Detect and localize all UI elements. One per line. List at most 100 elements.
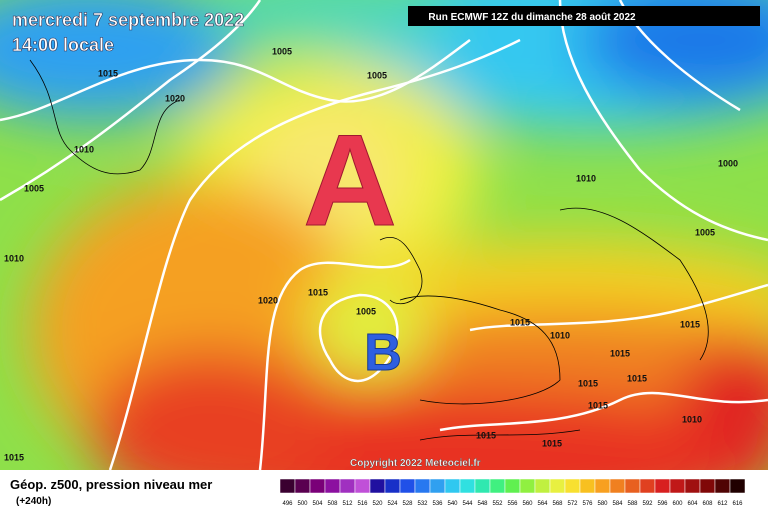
color-swatch: [414, 478, 431, 494]
level-label: 564: [537, 501, 548, 507]
color-swatch: [609, 478, 626, 494]
isobar-label: 1010: [74, 144, 94, 154]
isobar-label: 1015: [308, 287, 328, 297]
level-label: 612: [717, 501, 728, 507]
isobar-label: 1020: [258, 295, 278, 305]
isobar-label: 1015: [588, 400, 608, 410]
isobar-label: 1015: [476, 430, 496, 440]
color-swatch: [309, 478, 326, 494]
color-swatch: [429, 478, 446, 494]
run-box: [408, 6, 760, 26]
level-label: 592: [642, 501, 653, 507]
isobar-label: 1005: [24, 183, 44, 193]
color-swatch: [654, 478, 671, 494]
level-label: 528: [402, 501, 413, 507]
isobar-label: 1015: [98, 68, 118, 78]
level-label: 604: [687, 501, 698, 507]
color-swatch: [519, 478, 536, 494]
level-label: 556: [507, 501, 518, 507]
isobar-label: 1010: [550, 330, 570, 340]
isobar-label: 1010: [576, 173, 596, 183]
color-swatch: [474, 478, 491, 494]
color-swatch: [369, 478, 386, 494]
color-swatch: [384, 478, 401, 494]
level-label: 540: [447, 501, 458, 507]
color-swatch: [489, 478, 506, 494]
level-label: 616: [732, 501, 743, 507]
color-swatch: [399, 478, 416, 494]
level-label: 532: [417, 501, 428, 507]
isobar-label: 1015: [542, 438, 562, 448]
level-label: 608: [702, 501, 713, 507]
isobar-label: 1015: [627, 373, 647, 383]
isobar-label: 1005: [272, 46, 292, 56]
isobar-label: 1015: [510, 317, 530, 327]
isobar-label: 1005: [695, 227, 715, 237]
color-swatch: [459, 478, 476, 494]
isobar-labels: 1005 1015 1005 1020 1010 1005 1010 1000 1005 1010…: [4, 46, 738, 462]
color-swatch: [354, 478, 371, 494]
coastlines: [29, 59, 709, 441]
level-label: 588: [627, 501, 638, 507]
level-label: 552: [492, 501, 503, 507]
level-label: 496: [282, 501, 293, 507]
legend-lead: (+240h): [16, 496, 51, 507]
high-pressure-marker: A: [303, 107, 397, 253]
isobar-label: 1015: [4, 452, 24, 462]
isobars: [0, 0, 768, 470]
level-label: 568: [552, 501, 563, 507]
color-swatch: [714, 478, 731, 494]
color-swatch: [699, 478, 716, 494]
time-title: 14:00 locale: [12, 35, 114, 55]
level-label: 560: [522, 501, 533, 507]
level-label: 536: [432, 501, 443, 507]
isobar-label: 1000: [718, 158, 738, 168]
legend-title: Géop. z500, pression niveau mer: [10, 477, 212, 492]
color-swatch: [279, 478, 296, 494]
isobar-label: 1010: [4, 253, 24, 263]
copyright: Copyright 2022 Meteociel.fr: [350, 458, 481, 469]
color-swatch: [669, 478, 686, 494]
isobar-label: 1010: [682, 414, 702, 424]
level-label: 524: [387, 501, 398, 507]
color-swatch: [564, 478, 581, 494]
color-scale: 496 500 504 508 512 516 520 524 528 532 536 540 544 5…: [279, 478, 746, 507]
color-swatch: [324, 478, 341, 494]
level-label: 584: [612, 501, 623, 507]
color-swatch: [444, 478, 461, 494]
color-swatch: [639, 478, 656, 494]
color-swatch: [504, 478, 521, 494]
level-label: 520: [372, 501, 383, 507]
level-label: 504: [312, 501, 323, 507]
level-label: 580: [597, 501, 608, 507]
level-label: 508: [327, 501, 338, 507]
level-label: 500: [297, 501, 308, 507]
color-swatch: [534, 478, 551, 494]
color-swatch: [579, 478, 596, 494]
isobar-label: 1020: [165, 93, 185, 103]
level-label: 512: [342, 501, 353, 507]
isobar-label: 1015: [680, 319, 700, 329]
level-label: 600: [672, 501, 683, 507]
run-info: Run ECMWF 12Z du dimanche 28 août 2022: [428, 12, 636, 23]
color-swatch: [594, 478, 611, 494]
level-label: 544: [462, 501, 473, 507]
level-label: 548: [477, 501, 488, 507]
color-swatch: [624, 478, 641, 494]
date-title: mercredi 7 septembre 2022: [12, 10, 244, 30]
color-swatch: [294, 478, 311, 494]
isobar-label: 1005: [367, 70, 387, 80]
color-swatch: [729, 478, 746, 494]
color-swatch: [339, 478, 356, 494]
level-label: 572: [567, 501, 578, 507]
color-swatch: [684, 478, 701, 494]
isobar-label: 1015: [578, 378, 598, 388]
level-label: 576: [582, 501, 593, 507]
isobar-label: 1015: [610, 348, 630, 358]
color-swatch: [549, 478, 566, 494]
level-label: 596: [657, 501, 668, 507]
level-label: 516: [357, 501, 368, 507]
isobar-label: 1005: [356, 306, 376, 316]
low-pressure-marker: B: [364, 324, 402, 382]
